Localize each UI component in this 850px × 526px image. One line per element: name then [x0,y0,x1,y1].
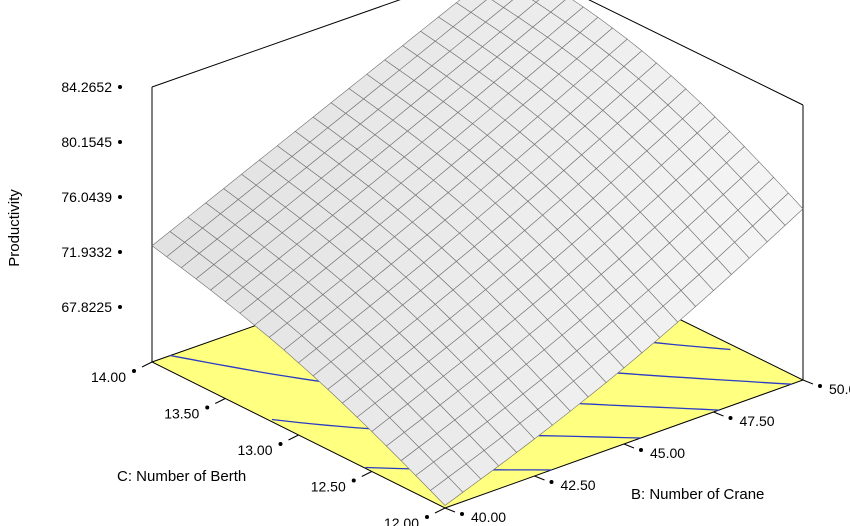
crane-tick-label: 47.50 [740,413,775,429]
surface-mesh [151,0,804,506]
surface-cell [531,0,540,3]
crane-tick-dot [549,480,554,484]
berth-tick-dot [425,515,429,519]
crane-tick-mark [623,443,635,449]
crane-axis: 40.00 42.50 45.00 47.50 50.00 [444,379,850,525]
z-tick-mark [118,249,122,254]
berth-tick-label: 14.00 [91,369,126,385]
berth-tick-label: 13.00 [237,442,272,458]
berth-tick-mark [361,471,372,477]
berth-tick-dot [351,478,356,483]
crane-tick-dot [639,448,643,452]
frame-top-back-left [151,0,401,88]
berth-tick-dot [278,442,283,446]
berth-tick-label: 12.00 [384,515,419,526]
z-tick-mark [118,194,122,199]
z-axis: 67.8225 71.9332 76.0439 80.1545 84.2652 [61,79,122,315]
z-tick-label: 71.9332 [61,244,112,260]
berth-tick-label: 12.50 [311,479,346,495]
z-tick-label: 67.8225 [61,299,112,315]
z-tick-mark [118,304,122,309]
berth-tick-mark [288,434,299,441]
berth-tick-dot [132,369,136,373]
frame-top-back-right [588,0,804,106]
crane-tick-mark [444,507,456,513]
crane-tick-label: 50.00 [829,381,850,397]
crane-tick-label: 42.50 [561,477,596,493]
berth-tick-mark [141,361,153,368]
z-tick-label: 84.2652 [61,79,112,95]
berth-tick-mark [215,398,226,404]
berth-tick-label: 13.50 [164,406,199,422]
berth-axis: 12.00 12.50 13.00 13.50 14.00 [91,361,446,526]
z-tick-label: 76.0439 [61,189,112,205]
crane-tick-dot [818,384,822,388]
crane-axis-title: B: Number of Crane [631,486,764,503]
crane-tick-label: 40.00 [471,509,506,525]
berth-axis-title: C: Number of Berth [117,468,246,485]
crane-tick-mark [713,411,724,417]
z-tick-mark [118,140,122,145]
z-tick-mark [118,85,122,89]
berth-tick-mark [434,507,446,514]
crane-tick-mark [802,379,814,385]
berth-tick-dot [205,405,210,410]
crane-tick-label: 45.00 [650,445,685,461]
z-axis-title: Productivity [6,189,23,267]
crane-tick-mark [534,475,545,481]
crane-tick-dot [460,512,464,516]
z-tick-label: 80.1545 [61,134,112,150]
surface-cell [429,476,464,506]
crane-tick-dot [728,416,733,420]
